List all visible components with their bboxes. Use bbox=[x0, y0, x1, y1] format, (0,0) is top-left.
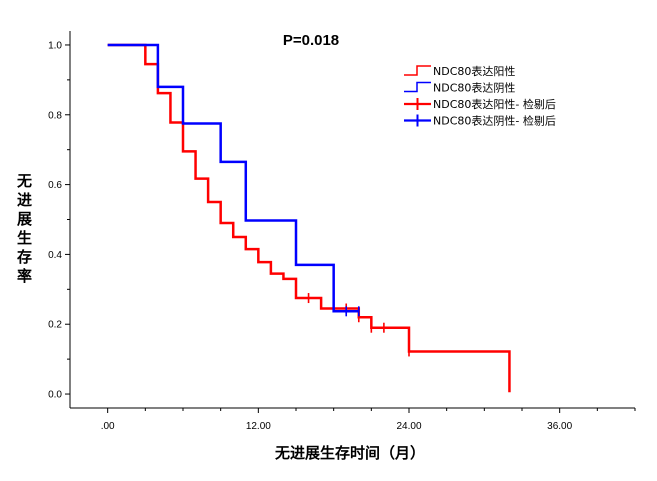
x-axis-label: 无进展生存时间（月） bbox=[274, 444, 425, 462]
legend-label: NDC80表达阳性- 检剔后 bbox=[433, 97, 556, 111]
survival-curve-negative bbox=[107, 43, 359, 313]
y-axis-label: 无进展生存率 bbox=[16, 172, 32, 285]
y-tick-label: 0.0 bbox=[48, 390, 62, 401]
x-tick-label: .00 bbox=[101, 421, 115, 432]
legend-item: NDC80表达阳性- 检剔后 bbox=[404, 97, 556, 111]
axes: 0.0 0.2 0.4 0.6 0.8 1.0 .00 12.00 24.00 36.00 bbox=[48, 31, 636, 432]
x-tick-label: 24.00 bbox=[396, 421, 421, 432]
series-layer bbox=[107, 43, 511, 393]
x-tick-label: 12.00 bbox=[246, 421, 271, 432]
legend-label: NDC80表达阴性 bbox=[433, 81, 515, 95]
y-tick-label: 0.6 bbox=[48, 180, 62, 191]
legend-step-symbol bbox=[404, 81, 431, 93]
legend-item: NDC80表达阴性 bbox=[404, 81, 515, 95]
y-tick-label: 1.0 bbox=[48, 40, 62, 51]
y-tick-label: 0.4 bbox=[48, 250, 62, 261]
y-tick-label: 0.8 bbox=[48, 110, 62, 121]
p-value-annotation: P=0.018 bbox=[283, 32, 339, 49]
legend-item: NDC80表达阳性 bbox=[404, 64, 515, 78]
legend-label: NDC80表达阳性 bbox=[433, 64, 515, 78]
legend-label: NDC80表达阴性- 检剔后 bbox=[433, 114, 556, 128]
y-tick-label: 0.2 bbox=[48, 320, 62, 331]
x-tick-label: 36.00 bbox=[547, 421, 572, 432]
legend-step-symbol bbox=[404, 65, 431, 76]
legend-item: NDC80表达阴性- 检剔后 bbox=[404, 114, 556, 128]
legend: NDC80表达阳性 NDC80表达阴性 NDC80表达阳性- 检剔后 NDC80表达阴… bbox=[404, 64, 556, 128]
